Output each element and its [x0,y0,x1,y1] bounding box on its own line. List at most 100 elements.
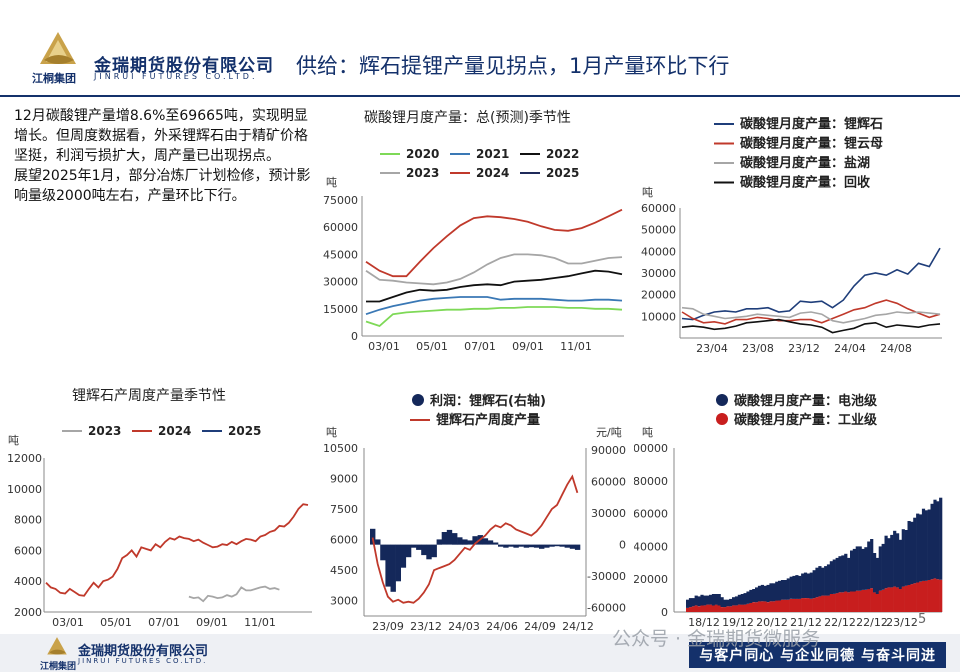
chart5-bar-industrial-57 [850,591,854,612]
chart1-ytick-2: 30000 [323,276,358,289]
chart5-bar-industrial-48 [824,595,828,612]
chart4-ytick-0: 3000 [330,595,358,608]
chart5-bar-industrial-46 [818,596,822,612]
chart4-xtick-3: 24/06 [486,620,518,633]
chart1-ytick-5: 75000 [323,194,358,207]
chart5-bar-industrial-45 [815,597,819,612]
chart5-bar-industrial-6 [703,605,707,612]
chart5-ytick-1: 20000 [634,573,668,586]
watermark: 公众号 · 金瑞期货微服务 [612,628,821,650]
chart5-bar-industrial-25 [757,601,762,612]
chart5-bar-industrial-64 [870,588,874,612]
chart5-bar-industrial-20 [743,604,747,612]
chart5-bar-battery-53 [838,556,842,593]
chart5-bar-battery-83 [924,510,928,581]
chart5-bar-battery-30 [772,583,776,602]
chart5-bar-battery-32 [778,580,782,601]
chart5-bar-battery-17 [734,596,739,606]
chart4-bar-8 [411,544,417,548]
chart5-bar-industrial-27 [763,601,767,612]
chart4-ytick-1: 4500 [330,564,358,577]
chart5-bar-industrial-52 [835,593,839,612]
chart5-bar-industrial-75 [901,586,905,612]
chart5-bar-battery-15 [729,598,733,607]
chart5-bar-battery-23 [752,589,756,603]
chart5-bar-industrial-35 [786,599,790,612]
chart5-bar-battery-48 [824,566,828,596]
chart5-bar-industrial-88 [939,579,943,612]
chart5-bar-battery-75 [901,529,905,587]
chart5-legend-1-label: 碳酸锂月度产量：工业级 [734,412,878,428]
chart4-bar-17 [457,537,463,545]
chart3-ytick-5: 12000 [7,452,42,465]
chart5-bar-industrial-73 [896,587,900,612]
chart3-xtick-3: 09/01 [196,616,228,629]
chart5-bar-industrial-9 [711,605,716,612]
chart4-ytick-3: 7500 [330,503,358,516]
chart4-bar-3 [385,544,391,587]
chart5-bar-battery-66 [875,557,879,594]
chart5-bar-battery-67 [878,546,882,591]
chart4-y2tick-4: 60000 [591,476,626,489]
footer-slogan: 与客户同心 与企业同德 与奋斗同进 [689,642,946,668]
chart2-legend-2-label: 碳酸锂月度产量：盐湖 [740,155,870,171]
chart5-ytick-5: 100000 [634,442,668,455]
chart5-bar-battery-14 [726,599,730,607]
chart4-bar-39 [569,544,576,549]
chart5-bar-battery-11 [717,594,721,606]
chart5-bar-industrial-12 [720,607,724,612]
chart5-bar-industrial-62 [864,589,868,612]
summary-paragraph-1: 12月碳酸锂产量增8.6%至69665吨，实现明显增长。但周度数据看，外采锂辉石… [14,108,308,164]
logo-mark-icon [40,32,76,64]
chart5-xtick-5: 22/12 [856,616,888,629]
chart2-ytick-4: 50000 [641,224,676,237]
chart5-bar-industrial-54 [841,592,845,612]
chart5-bar-industrial-23 [752,602,756,612]
chart4-y2tick-0: -60000 [587,602,626,615]
chart5-bar-battery-25 [757,585,762,602]
chart5-bar-industrial-11 [717,605,721,612]
chart5-bar-battery-46 [818,566,822,597]
chart5-bar-battery-9 [711,594,716,606]
chart3-ytick-0: 2000 [14,606,42,619]
chart1-legend-2021-label: 2021 [476,147,509,161]
chart1-ylabel: 吨 [326,176,337,189]
chart5-bar-battery-76 [904,530,908,586]
chart4-bar-28 [513,544,519,548]
chart5-bar-battery-36 [789,576,793,599]
chart5-bar-industrial-80 [916,582,920,612]
chart2-legend-0-label: 碳酸锂月度产量：锂辉石 [740,116,883,132]
chart5-bar-battery-44 [812,570,816,599]
chart5-bar-industrial-60 [858,590,862,612]
chart5-bar-battery-35 [786,578,790,600]
chart4-xtick-5: 24/12 [562,620,594,633]
chart5-bar-industrial-44 [812,598,816,612]
chart2-xtick-0: 23/04 [696,342,728,355]
chart5-bar-industrial-29 [769,601,773,612]
chart5-bar-battery-29 [769,583,773,602]
chart5-bar-battery-7 [706,595,710,605]
chart5-bar-industrial-47 [821,595,825,612]
chart5-bar-battery-65 [873,553,877,593]
chart5-xtick-1: 19/12 [722,616,754,629]
chart3-title: 锂辉石产周度产量季节性 [72,388,226,404]
chart5-bar-battery-47 [821,567,825,596]
chart5-bar-industrial-42 [806,598,810,612]
chart3-xtick-0: 03/01 [52,616,84,629]
chart3-xtick-4: 11/01 [244,616,276,629]
chart5-bar-industrial-87 [936,579,940,612]
chart5-bar-battery-84 [927,509,931,580]
chart5-bar-battery-51 [832,559,836,594]
chart5-bar-battery-57 [850,550,854,592]
chart5-bar-battery-13 [723,599,727,608]
chart5-bar-battery-80 [916,513,920,583]
chart5-bar-battery-18 [737,594,741,605]
chart1-series-2020 [365,306,623,328]
chart4-y2tick-2: 0 [619,539,626,552]
chart5-bar-industrial-53 [838,592,842,612]
chart3-ytick-1: 4000 [14,575,42,588]
chart4-bar-35 [549,544,555,547]
chart1-xtick-3: 09/01 [512,340,544,352]
chart5-bar-battery-49 [826,564,831,596]
chart5-bar-battery-42 [806,573,810,599]
